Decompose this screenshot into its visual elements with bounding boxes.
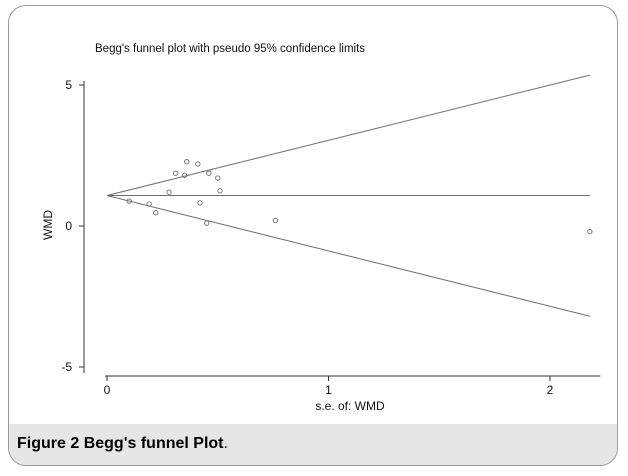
x-tick-label: 2 [547,383,554,397]
y-axis-label: WMD [41,210,55,240]
data-point [153,210,159,216]
data-point [197,200,203,206]
data-point [184,159,190,165]
x-tick-label: 1 [325,383,332,397]
caption-number: Figure 2 [17,435,80,452]
data-point [272,217,278,224]
y-tick-label: -5 [61,360,72,374]
data-point [587,228,593,235]
chart-title: Begg's funnel plot with pseudo 95% confi… [95,43,365,55]
data-point [181,172,188,178]
plot-area: 5 0 -5 0 1 2 [61,74,601,397]
data-point [206,170,212,176]
x-tick-label: 0 [104,383,111,397]
data-point [166,189,172,195]
data-point [173,170,179,176]
y-tick-label: 0 [65,219,72,233]
data-point [195,161,201,167]
upper-confidence-limit [106,74,590,197]
caption-band [9,424,617,465]
lower-confidence-limit [106,195,590,317]
data-point [126,198,132,204]
y-tick-label: 5 [65,78,72,92]
data-point [204,220,210,226]
x-axis-label: s.e. of: WMD [315,399,385,413]
data-point [217,188,223,194]
data-point [146,201,152,207]
caption-title: Begg's funnel Plot [83,435,224,452]
data-point [215,175,221,181]
caption-period: . [223,435,228,452]
figure-caption: Figure 2 Begg's funnel Plot. [17,435,228,453]
figure-frame [8,5,618,466]
